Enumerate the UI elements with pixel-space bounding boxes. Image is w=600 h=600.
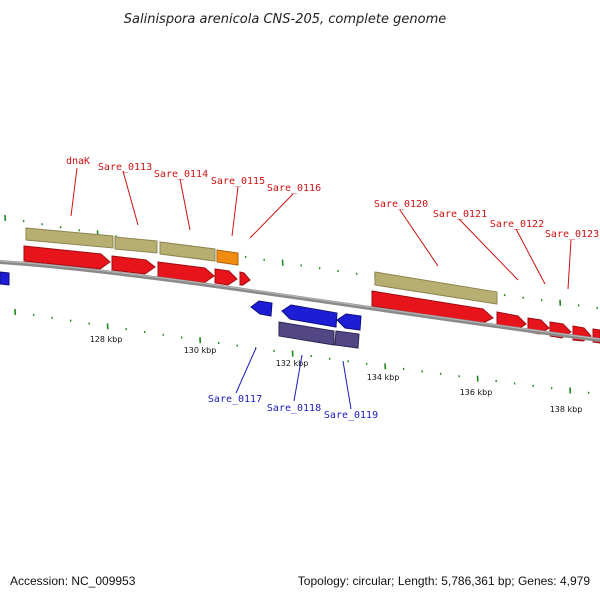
scale-label-136kbp: 136 kbp	[460, 388, 493, 397]
gene-bar-sare-0114[interactable]	[159, 241, 216, 262]
leader-sare-0122	[515, 228, 546, 285]
cds-arrow-sare-0119[interactable]	[336, 313, 362, 331]
label-leader-lines	[70, 167, 572, 410]
map-title: Salinispora arenicola CNS-205, complete …	[124, 12, 446, 27]
inner-tick-row	[14, 308, 590, 394]
label-sare-0123[interactable]: Sare_0123	[545, 229, 599, 240]
scale-label-132kbp: 132 kbp	[276, 359, 309, 368]
reverse-gene-track	[278, 321, 360, 349]
gene-bar-dnak[interactable]	[25, 227, 114, 249]
cds-arrow-sare-0120[interactable]	[371, 290, 494, 325]
leader-sare-0114	[179, 178, 191, 231]
leader-sare-0117	[235, 347, 257, 394]
reverse-gene-labels: Sare_0117 Sare_0118 Sare_0119	[208, 394, 378, 421]
cds-arrow-sare-0115[interactable]	[214, 268, 238, 286]
leader-sare-0119	[342, 360, 352, 410]
scale-label-138kbp: 138 kbp	[550, 405, 583, 414]
label-sare-0115[interactable]: Sare_0115	[211, 176, 265, 187]
gene-bar-sare-0115[interactable]	[216, 249, 239, 266]
gene-bar-sare-0119[interactable]	[334, 330, 360, 349]
scale-labels: 128 kbp 130 kbp 132 kbp 134 kbp 136 kbp …	[90, 335, 583, 414]
leader-sare-0113	[122, 170, 139, 226]
gene-bar-sare-0113[interactable]	[114, 236, 158, 254]
forward-gene-labels: dnaK Sare_0113 Sare_0114 Sare_0115 Sare_…	[66, 156, 599, 240]
label-sare-0121[interactable]: Sare_0121	[433, 209, 487, 220]
cds-arrow-sare-0117[interactable]	[250, 300, 273, 317]
cds-arrow-sare-0116[interactable]	[239, 271, 251, 286]
genome-backbone	[0, 260, 600, 342]
forward-gene-track	[25, 227, 498, 305]
label-sare-0119[interactable]: Sare_0119	[324, 410, 378, 421]
cds-arrow-reverse-edge[interactable]	[0, 271, 10, 286]
label-sare-0117[interactable]: Sare_0117	[208, 394, 262, 405]
label-sare-0120[interactable]: Sare_0120	[374, 199, 428, 210]
gene-bar-sare-0118[interactable]	[278, 321, 335, 346]
leader-sare-0121	[458, 218, 519, 281]
label-sare-0122[interactable]: Sare_0122	[490, 219, 544, 230]
leader-sare-0118	[293, 354, 303, 402]
label-sare-0113[interactable]: Sare_0113	[98, 162, 152, 173]
forward-cds-track	[23, 245, 600, 344]
leader-sare-0115	[231, 186, 239, 237]
label-dnak[interactable]: dnaK	[66, 156, 90, 167]
leader-dnak	[70, 167, 78, 217]
topology-text: Topology: circular; Length: 5,786,361 bp…	[297, 574, 590, 588]
leader-sare-0116	[249, 193, 294, 239]
leader-sare-0120	[399, 209, 439, 267]
scale-label-130kbp: 130 kbp	[184, 346, 217, 355]
leader-sare-0123	[567, 239, 572, 290]
reverse-cds-track	[0, 271, 362, 331]
cds-arrow-sare-0113[interactable]	[111, 255, 156, 275]
scale-label-128kbp: 128 kbp	[90, 335, 123, 344]
label-sare-0118[interactable]: Sare_0118	[267, 403, 321, 414]
accession-text: Accession: NC_009953	[10, 574, 136, 588]
label-sare-0114[interactable]: Sare_0114	[154, 169, 208, 180]
cds-arrow-dnak[interactable]	[23, 245, 111, 270]
genome-backbone-highlight	[0, 260, 600, 340]
gene-bar-sare-0120[interactable]	[374, 271, 498, 305]
cds-arrow-sare-0118[interactable]	[281, 304, 338, 328]
cds-arrow-sare-0114[interactable]	[157, 261, 215, 284]
label-sare-0116[interactable]: Sare_0116	[267, 183, 321, 194]
scale-label-134kbp: 134 kbp	[367, 373, 400, 382]
